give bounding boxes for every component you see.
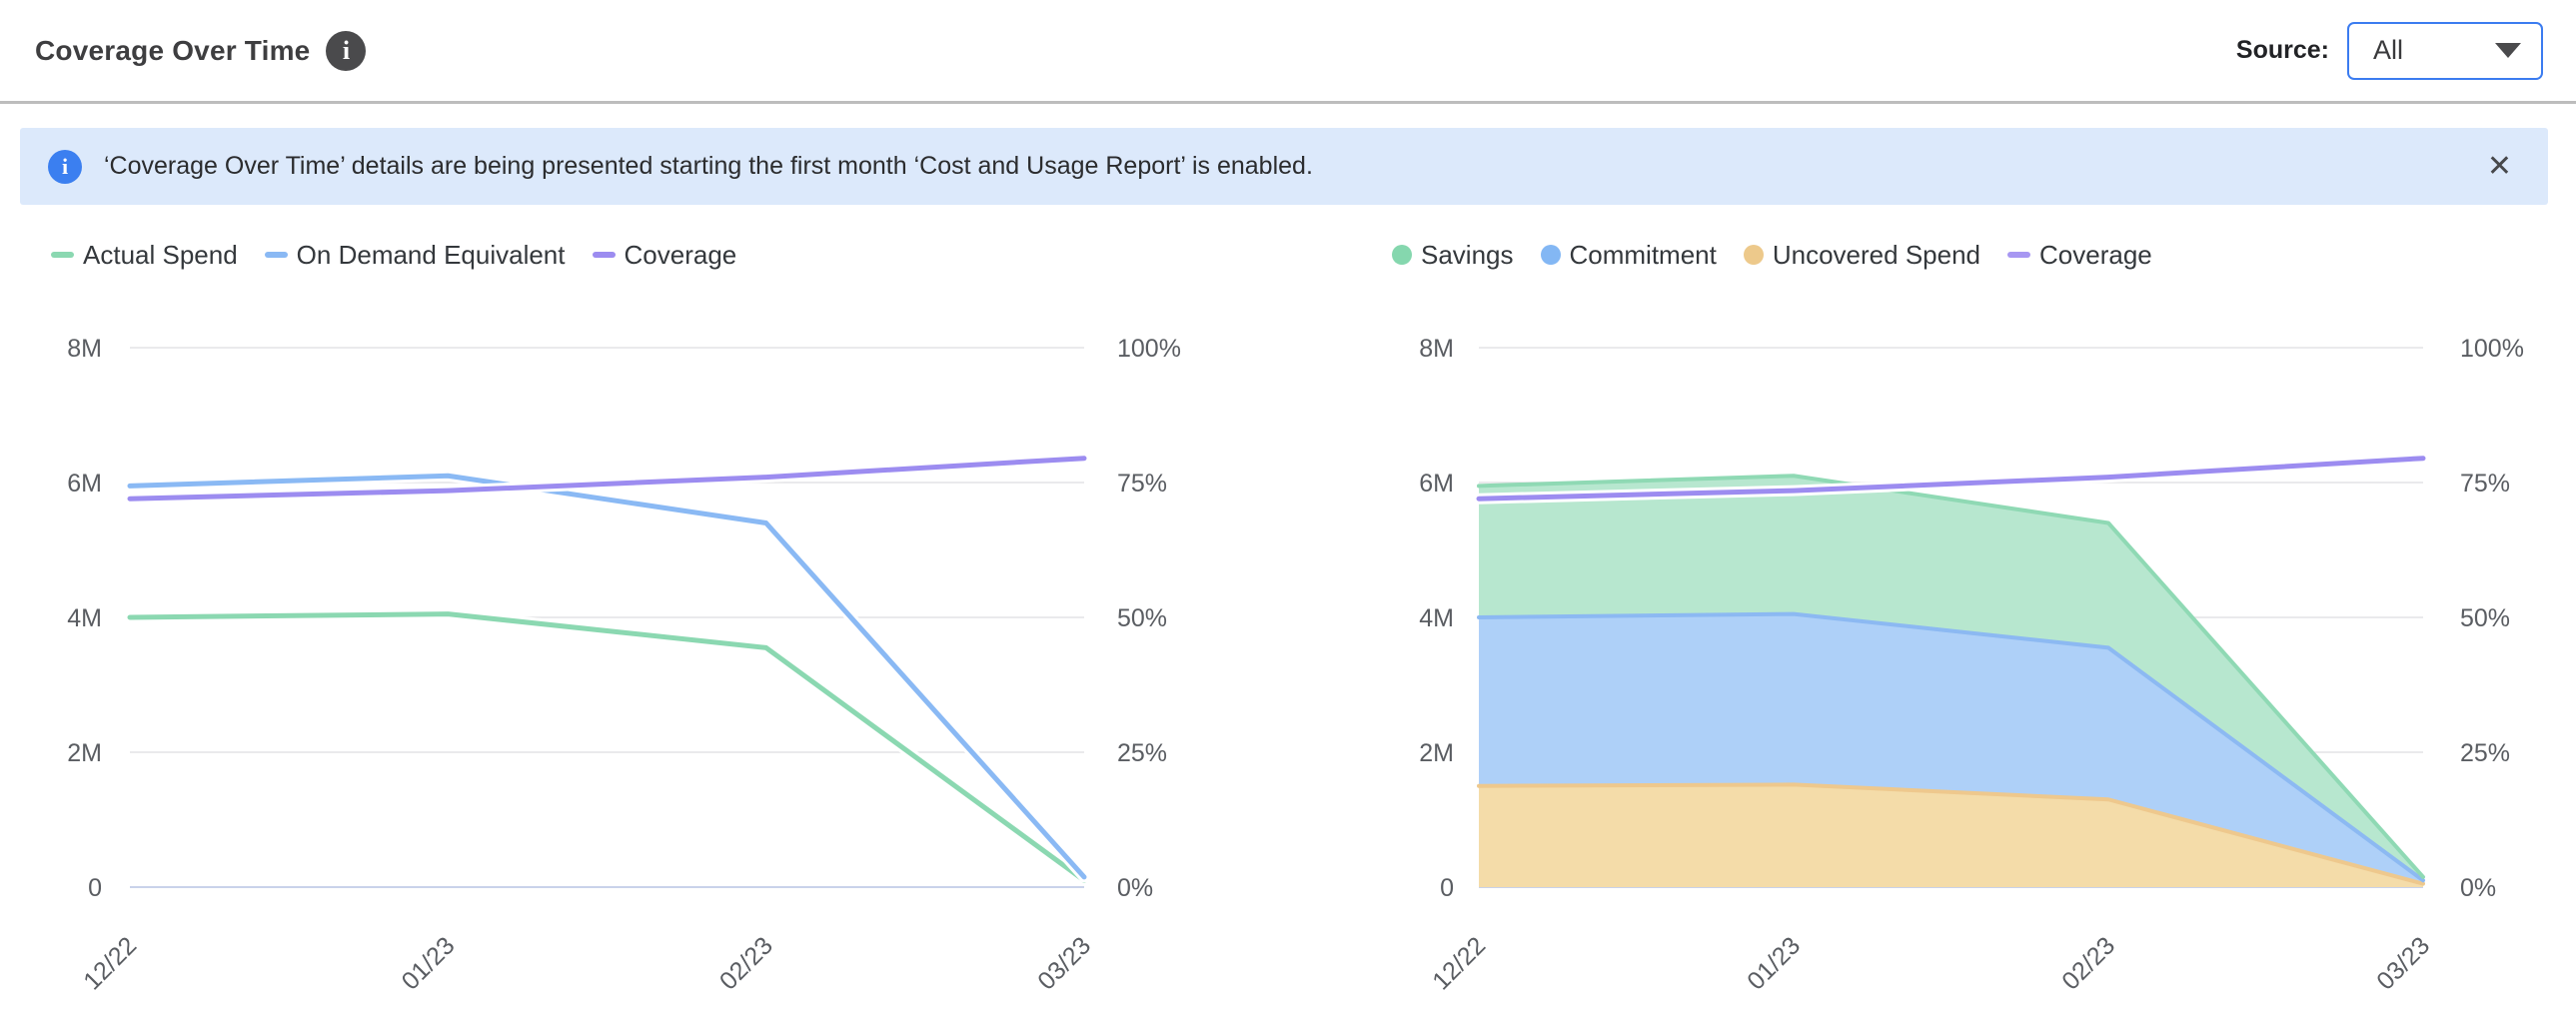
y-axis-tick-label: 6M (1419, 470, 1454, 498)
legend-item-coverage[interactable]: Coverage (592, 239, 737, 271)
line-halo (124, 608, 1090, 886)
y-axis-tick-label: 4M (1419, 604, 1454, 632)
legend-marker (1392, 245, 1412, 265)
legend-label: Commitment (1569, 239, 1717, 270)
y-axis-tick-label: 0 (1440, 874, 1454, 902)
percent-axis-tick-label: 75% (2460, 470, 2510, 498)
x-axis-tick-label: 12/22 (78, 931, 142, 995)
y-axis-tick-label: 2M (67, 739, 102, 767)
percent-axis-tick-label: 50% (2460, 604, 2510, 632)
legend-marker (264, 252, 288, 258)
y-axis-tick-label: 8M (67, 335, 102, 363)
x-axis-tick-label: 01/23 (397, 931, 461, 995)
coverage-line-chart: 0 0% 2M 25% 4M 50% 6M 75% 8M 100% 12/22 01/23 02/23 0… (67, 335, 1181, 995)
legend-label: On Demand Equivalent (296, 239, 566, 270)
percent-axis-tick-label: 25% (1117, 739, 1167, 767)
percent-axis-tick-label: 75% (1117, 470, 1167, 498)
x-axis-tick-label: 03/23 (1032, 931, 1096, 995)
panel-header: Coverage Over Time i Source: All (0, 0, 2576, 104)
legend-label: Uncovered Spend (1772, 239, 1980, 270)
info-icon[interactable]: i (326, 30, 367, 71)
y-axis-tick-label: 0 (88, 874, 102, 902)
y-axis-tick-label: 6M (67, 470, 102, 498)
info-banner: i ‘Coverage Over Time’ details are being… (20, 128, 2548, 205)
legend-item-coverage[interactable]: Coverage (2007, 240, 2152, 271)
percent-axis-tick-label: 100% (2460, 335, 2524, 363)
coverage-line (127, 456, 1087, 502)
percent-axis-tick-label: 0% (2460, 874, 2496, 902)
close-icon[interactable]: ✕ (2479, 148, 2520, 186)
title-wrap: Coverage Over Time i (35, 0, 367, 101)
line-chart-legend: Actual Spend On Demand Equivalent Covera… (51, 238, 736, 272)
chevron-down-icon (2495, 43, 2521, 58)
commitment-area (1479, 613, 2423, 884)
legend-marker (2007, 252, 2030, 258)
percent-axis-tick-label: 25% (2460, 739, 2510, 767)
source-select[interactable]: All (2347, 21, 2543, 80)
legend-marker (1540, 245, 1561, 265)
legend-marker (592, 252, 616, 258)
savings-area (1479, 476, 2423, 881)
coverage-stacked-area-chart: 0 0% 2M 25% 4M 50% 6M 75% 8M 100% 12/22 01/23 02/23 0… (1419, 335, 2524, 995)
savings-edge (1477, 474, 2425, 879)
banner-text: ‘Coverage Over Time’ details are being p… (104, 152, 1313, 180)
source-filter: Source: All (2236, 0, 2543, 101)
percent-axis-tick-label: 100% (1117, 335, 1181, 363)
source-select-value: All (2373, 35, 2404, 65)
legend-marker (1743, 245, 1764, 265)
legend-item-commitment[interactable]: Commitment (1540, 239, 1717, 271)
legend-marker (51, 252, 74, 258)
x-axis-tick-label: 02/23 (2056, 931, 2120, 995)
y-axis-tick-label: 2M (1419, 739, 1454, 767)
legend-label: Coverage (2039, 239, 2152, 270)
y-axis-tick-label: 8M (1419, 335, 1454, 363)
legend-item-savings[interactable]: Savings (1392, 240, 1514, 271)
uncovered-spend-area (1479, 784, 2423, 887)
legend-label: Savings (1421, 239, 1514, 270)
commitment-edge (1477, 611, 2425, 883)
legend-item-uncovered-spend[interactable]: Uncovered Spend (1743, 239, 1980, 271)
legend-item-actual-spend[interactable]: Actual Spend (51, 240, 238, 271)
x-axis-tick-label: 02/23 (714, 931, 778, 995)
area-chart-legend: Savings Commitment Uncovered Spend Cover… (1392, 238, 2152, 272)
percent-axis-tick-label: 0% (1117, 874, 1153, 902)
x-axis-tick-label: 03/23 (2371, 931, 2435, 995)
on-demand-equivalent-line (127, 473, 1087, 880)
source-label: Source: (2235, 36, 2329, 64)
x-axis-tick-label: 12/22 (1427, 931, 1491, 995)
page-title: Coverage Over Time (35, 34, 311, 66)
actual-spend-line (127, 611, 1087, 883)
line-halo (124, 470, 1090, 883)
legend-label: Actual Spend (83, 239, 238, 270)
y-axis-tick-label: 4M (67, 604, 102, 632)
percent-axis-tick-label: 50% (1117, 604, 1167, 632)
legend-label: Coverage (624, 239, 737, 270)
x-axis-tick-label: 01/23 (1742, 931, 1806, 995)
coverage-line (1476, 456, 2426, 502)
uncovered-spend-edge (1477, 782, 2425, 886)
legend-item-on-demand-equivalent[interactable]: On Demand Equivalent (264, 239, 566, 271)
info-icon: i (48, 149, 82, 184)
